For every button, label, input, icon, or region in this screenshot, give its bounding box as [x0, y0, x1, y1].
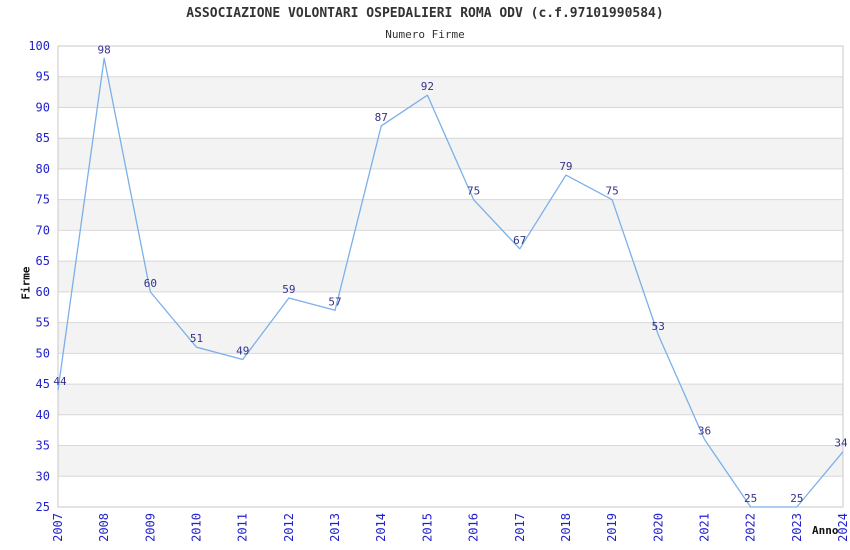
x-tick-label: 2014: [374, 513, 388, 542]
series-line: [57, 57, 844, 508]
y-tick-label: 95: [36, 70, 50, 84]
y-tick-label: 25: [36, 500, 50, 514]
x-tick-label: 2019: [605, 513, 619, 542]
plot-band: [58, 138, 843, 169]
x-tick-label: 2012: [282, 513, 296, 542]
y-tick-label: 35: [36, 439, 50, 453]
data-point-label: 34: [834, 437, 848, 450]
x-tick-label: 2010: [190, 513, 204, 542]
y-tick-label: 50: [36, 346, 50, 360]
plot-border: [57, 45, 844, 508]
y-tick-label: 90: [36, 100, 50, 114]
data-point-label: 59: [282, 283, 295, 296]
x-tick-label: 2009: [143, 513, 157, 542]
data-point-label: 36: [698, 424, 711, 437]
data-point-label: 53: [652, 320, 665, 333]
plot-band: [58, 322, 843, 354]
x-tick-label: 2011: [236, 513, 250, 542]
data-point-label: 60: [144, 277, 157, 290]
data-point-label: 67: [513, 234, 526, 247]
x-tick-label: 2020: [651, 513, 665, 542]
y-tick-label: 65: [36, 254, 50, 268]
chart-subtitle: Numero Firme: [385, 28, 465, 41]
plot-band: [58, 199, 843, 231]
x-axis-title: Anno: [812, 524, 839, 537]
data-point-label: 75: [467, 185, 480, 198]
x-tick-label: 2017: [513, 513, 527, 542]
data-point-label: 25: [790, 492, 803, 505]
y-tick-label: 45: [36, 377, 50, 391]
data-point-label: 25: [744, 492, 757, 505]
x-tick-label: 2022: [744, 513, 758, 542]
plot-band: [58, 445, 843, 477]
y-tick-label: 85: [36, 131, 50, 145]
data-point-label: 87: [375, 111, 388, 124]
y-tick-label: 70: [36, 223, 50, 237]
y-tick-label: 40: [36, 408, 50, 422]
x-tick-label: 2024: [836, 513, 850, 542]
plot-band: [58, 261, 843, 292]
y-tick-label: 60: [36, 285, 50, 299]
data-point-label: 92: [421, 80, 434, 93]
x-tick-label: 2021: [697, 513, 711, 542]
x-tick-label: 2015: [420, 513, 434, 542]
data-point-label: 98: [98, 43, 111, 56]
plot-band: [58, 76, 843, 108]
y-tick-label: 80: [36, 162, 50, 176]
y-tick-label: 55: [36, 316, 50, 330]
y-tick-label: 30: [36, 469, 50, 483]
plot-band: [58, 384, 843, 415]
data-point-label: 51: [190, 332, 203, 345]
y-tick-label: 75: [36, 193, 50, 207]
data-point-label: 49: [236, 344, 249, 357]
x-tick-label: 2007: [51, 513, 65, 542]
chart-title: ASSOCIAZIONE VOLONTARI OSPEDALIERI ROMA …: [186, 6, 664, 21]
x-tick-label: 2018: [559, 513, 573, 542]
x-tick-label: 2008: [97, 513, 111, 542]
x-tick-label: 2023: [790, 513, 804, 542]
data-point-label: 79: [559, 160, 572, 173]
data-point-label: 75: [605, 185, 618, 198]
x-tick-label: 2013: [328, 513, 342, 542]
data-point-label: 44: [53, 375, 67, 388]
y-tick-label: 100: [28, 39, 50, 53]
data-point-label: 57: [328, 295, 341, 308]
x-tick-label: 2016: [467, 513, 481, 542]
